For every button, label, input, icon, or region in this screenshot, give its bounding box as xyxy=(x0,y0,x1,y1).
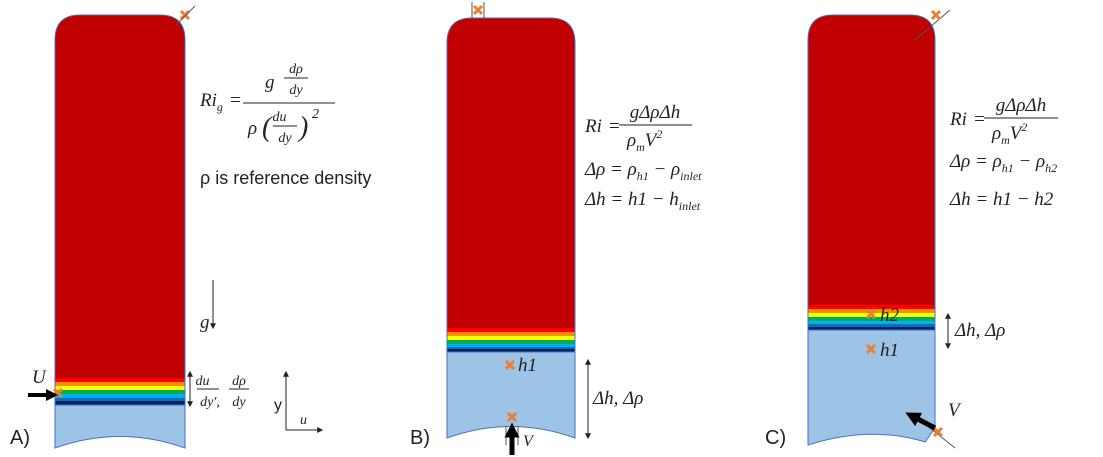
diagram: Rig= g dρ dy ρ ( du⃗ dy ) 2 ρ is referen… xyxy=(0,0,1103,457)
delta-h-def: Δh = h1 − hinlet xyxy=(584,189,701,213)
velocity-label: U⃗ xyxy=(32,367,61,388)
gradient-label: dy′, xyxy=(200,395,220,410)
eq-term: g xyxy=(265,72,275,93)
axis-label: u⃗ xyxy=(300,413,318,428)
delta-h-def: Δh = h1 − h2 xyxy=(949,189,1054,210)
eq-term: ρmV2 xyxy=(991,120,1027,147)
column-c xyxy=(808,10,955,448)
heavy-fluid xyxy=(55,15,185,405)
eq-term: gΔρΔh xyxy=(630,102,680,123)
equation-a: Rig= xyxy=(199,90,242,114)
probe-label: h1 xyxy=(518,355,537,376)
equation-b: Ri= xyxy=(584,116,621,137)
outlet xyxy=(176,6,195,25)
eq-term: ρmV2 xyxy=(626,127,662,154)
eq-term: du⃗ xyxy=(273,110,298,125)
light-fluid xyxy=(55,405,185,448)
gradient-label: du⃗ xyxy=(196,374,221,389)
panel-label: A) xyxy=(10,427,30,449)
eq-term: ρ xyxy=(247,118,257,139)
eq-term: ) xyxy=(297,112,308,143)
delta-rho-def: Δρ = ρh1 − ρinlet xyxy=(584,159,702,183)
eq-term: gΔρΔh xyxy=(996,95,1046,116)
probe-label: h2 xyxy=(880,305,900,326)
delta-label: Δh, Δρ xyxy=(592,388,643,409)
mixing-layer xyxy=(55,378,185,405)
panel-label: B) xyxy=(410,427,430,449)
column-b xyxy=(447,2,575,445)
gravity-label: g xyxy=(200,312,210,333)
gradient-label: dy xyxy=(232,395,246,410)
eq-term: dy xyxy=(278,131,292,146)
panel-label: C) xyxy=(765,427,786,449)
axis-label: y xyxy=(274,397,282,414)
eq-term: ( xyxy=(262,112,273,143)
equation-c: Ri= xyxy=(949,109,986,130)
delta-rho-def: Δρ = ρh1 − ρh2 xyxy=(949,151,1057,175)
eq-term: 2 xyxy=(312,107,319,122)
velocity-label: V xyxy=(523,433,535,450)
note: ρ is reference density xyxy=(200,168,371,188)
eq-term: dy xyxy=(289,83,303,98)
velocity-label: V xyxy=(948,400,962,421)
column-a xyxy=(55,15,185,448)
gradient-label: dρ xyxy=(232,374,246,389)
eq-term: dρ xyxy=(289,62,303,77)
delta-label: Δh, Δρ xyxy=(954,320,1005,341)
probe-label: h1 xyxy=(880,340,899,361)
